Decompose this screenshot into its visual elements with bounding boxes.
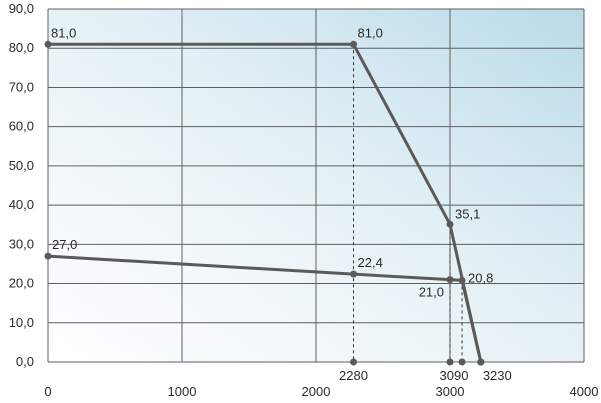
data-point — [350, 40, 358, 48]
x-tick-label: 1000 — [168, 384, 197, 399]
x-marker-dot — [350, 358, 358, 366]
y-tick-label: 20,0 — [9, 276, 34, 291]
y-tick-label: 50,0 — [9, 158, 34, 173]
data-label: 20,8 — [468, 270, 493, 285]
y-tick-label: 90,0 — [9, 1, 34, 16]
data-point — [446, 276, 454, 284]
data-label: 27,0 — [52, 237, 77, 252]
data-label: 35,1 — [455, 206, 480, 221]
gridlines — [47, 8, 585, 363]
data-label: 22,4 — [358, 255, 383, 270]
y-tick-label: 10,0 — [9, 315, 34, 330]
data-label: 81,0 — [358, 25, 383, 40]
data-point — [446, 220, 454, 228]
x-marker-dot — [446, 358, 454, 366]
data-point — [44, 252, 52, 260]
y-tick-label: 0,0 — [16, 354, 34, 369]
x-marker-dot — [458, 358, 466, 366]
data-point — [350, 270, 358, 278]
y-tick-label: 30,0 — [9, 236, 34, 251]
x-marker-label: 3230 — [483, 368, 512, 383]
data-points — [44, 40, 485, 366]
x-tick-label: 3000 — [436, 384, 465, 399]
x-tick-label: 2000 — [302, 384, 331, 399]
y-tick-label: 60,0 — [9, 119, 34, 134]
y-tick-label: 40,0 — [9, 197, 34, 212]
data-label: 21,0 — [419, 285, 444, 300]
data-point — [458, 276, 466, 284]
y-tick-label: 70,0 — [9, 79, 34, 94]
x-marker-label: 3090 — [440, 368, 469, 383]
data-point — [44, 40, 52, 48]
x-tick-label: 0 — [44, 384, 51, 399]
data-label: 81,0 — [51, 25, 76, 40]
x-marker-lines — [353, 44, 463, 362]
y-tick-label: 80,0 — [9, 40, 34, 55]
chart-text: 0,0 10,0 20,0 30,0 40,0 50,0 60,0 70,0 80,0 90,0 0… — [9, 1, 599, 399]
x-tick-label: 4000 — [570, 384, 599, 399]
x-marker-label: 2280 — [339, 368, 368, 383]
data-point — [477, 358, 485, 366]
